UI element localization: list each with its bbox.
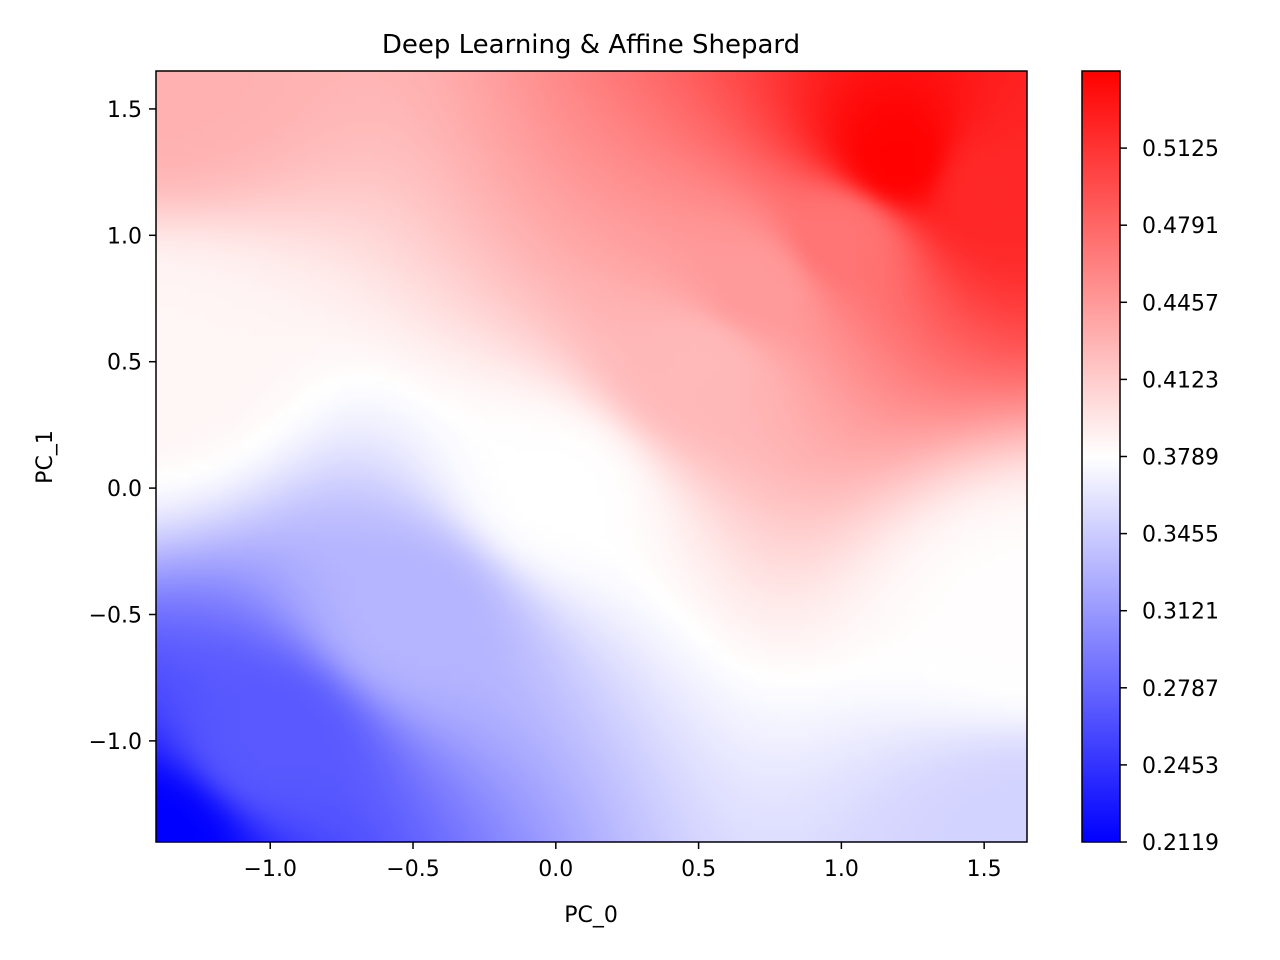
colorbar-tick-label: 0.2119 [1142,831,1219,856]
heatmap-field [156,71,1027,842]
y-axis-label: PC_1 [33,430,58,484]
colorbar-tick-label: 0.3121 [1142,600,1219,625]
colorbar-tick-label: 0.4457 [1142,291,1219,316]
y-axis: −1.0 −0.5 0.0 0.5 1.0 1.5 [89,98,156,755]
colorbar-gradient [1081,70,1121,843]
x-tick-label: 1.5 [967,857,1002,882]
y-tick-label: 1.0 [107,224,142,249]
colorbar-tick-label: 0.5125 [1142,137,1219,162]
colorbar-tick-label: 0.3789 [1142,446,1219,471]
x-tick-label: −0.5 [386,857,439,882]
y-tick-label: −0.5 [89,603,142,628]
colorbar-tick-label: 0.4123 [1142,368,1219,393]
x-tick-label: 0.0 [538,857,573,882]
x-axis: −1.0 −0.5 0.0 0.5 1.0 1.5 [244,842,1002,882]
colorbar: 0.2119 0.2453 0.2787 0.3121 0.3455 0.3789 0.41… [1081,70,1219,856]
colorbar-ticks: 0.2119 0.2453 0.2787 0.3121 0.3455 0.3789 0.41… [1120,137,1219,856]
x-tick-label: 1.0 [824,857,859,882]
y-tick-label: 0.5 [107,351,142,376]
chart-title: Deep Learning & Affine Shepard [382,30,800,60]
y-tick-label: 1.5 [107,98,142,123]
colorbar-tick-label: 0.2453 [1142,754,1219,779]
colorbar-tick-label: 0.3455 [1142,523,1219,548]
x-tick-label: 0.5 [681,857,716,882]
colorbar-tick-label: 0.2787 [1142,677,1219,702]
y-tick-label: 0.0 [107,477,142,502]
plot-frame [155,70,1028,843]
x-tick-label: −1.0 [244,857,297,882]
plot-area [156,71,1027,842]
colorbar-tick-label: 0.4791 [1142,214,1219,239]
y-tick-label: −1.0 [89,730,142,755]
x-axis-label: PC_0 [564,903,618,928]
